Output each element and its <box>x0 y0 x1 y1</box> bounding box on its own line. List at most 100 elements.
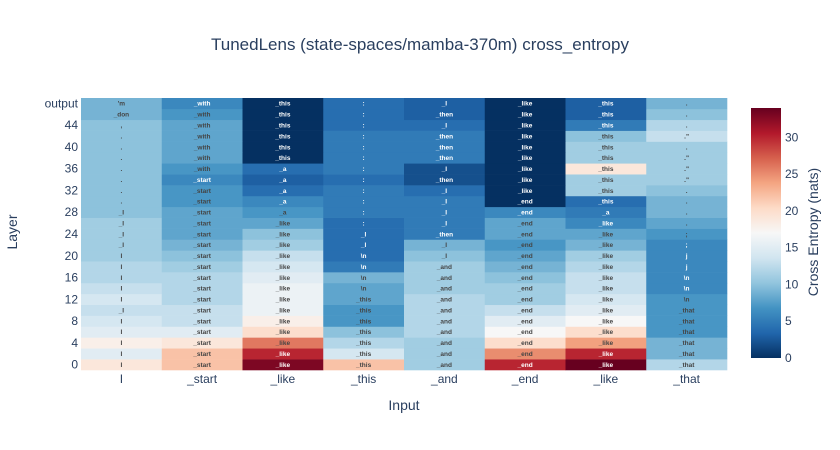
colorbar-tick-label: 30 <box>785 130 799 144</box>
heatmap-cell <box>404 130 486 142</box>
cell-label: _this <box>274 112 291 119</box>
heatmap-cell <box>242 119 324 131</box>
heatmap-cell <box>323 195 405 208</box>
cell-label: I <box>120 253 122 260</box>
heatmap-cell <box>484 272 566 284</box>
x-tick-label: _this <box>350 372 376 386</box>
heatmap-cell <box>646 152 728 164</box>
cell-label: _this <box>597 155 614 162</box>
cell-label: _like <box>598 253 614 260</box>
cell-label: _this <box>355 362 372 369</box>
cell-label: _start <box>192 231 212 238</box>
cell-label: _like <box>275 362 291 369</box>
heatmap-cell <box>565 228 647 240</box>
cell-label: _end <box>517 286 533 293</box>
cell-label: \n <box>684 286 690 293</box>
cell-label: _like <box>517 133 533 140</box>
cell-label: _a <box>278 177 287 184</box>
cell-label: : <box>363 220 365 227</box>
heatmap-cell <box>404 326 486 338</box>
cell-label: . <box>686 210 688 217</box>
cell-label: _like <box>598 275 614 282</box>
y-tick-label: output <box>45 96 79 110</box>
heatmap-cell <box>81 228 163 240</box>
colorbar-tick-label: 0 <box>785 351 792 365</box>
cell-label: I <box>120 329 122 336</box>
heatmap-cell <box>242 315 324 327</box>
x-tick-label: _like <box>593 372 619 386</box>
heatmap-cell <box>323 163 405 175</box>
x-tick-label: _start <box>186 372 218 386</box>
cell-label: : <box>363 144 365 151</box>
heatmap-cell <box>323 228 405 240</box>
heatmap-cell <box>161 195 243 208</box>
cell-label: _end <box>517 340 533 347</box>
cell-label: _this <box>274 144 291 151</box>
y-tick-label: 24 <box>65 227 79 241</box>
heatmap-cell <box>242 293 324 306</box>
heatmap-cell <box>161 206 243 218</box>
heatmap-cell <box>242 250 324 262</box>
cell-label: _end <box>517 220 533 227</box>
cell-label: j <box>685 253 688 260</box>
cell-label: _like <box>517 188 533 195</box>
cell-label: : <box>363 199 365 206</box>
heatmap-cell <box>323 206 405 218</box>
heatmap-cell <box>484 293 566 306</box>
cell-label: . <box>120 133 122 140</box>
cell-label: _and <box>436 351 452 358</box>
heatmap-cell <box>646 163 728 175</box>
cell-label: _start <box>192 220 212 227</box>
heatmap-cell <box>323 108 405 121</box>
cell-label: _end <box>517 329 533 336</box>
heatmap-cell <box>565 174 647 186</box>
heatmap-cell <box>161 152 243 164</box>
cell-label: _this <box>355 351 372 358</box>
heatmap-cell <box>161 163 243 175</box>
heatmap-cell <box>81 239 163 251</box>
cell-label: _this <box>355 297 372 304</box>
heatmap-cell <box>565 152 647 164</box>
cell-label: _I <box>441 210 448 217</box>
heatmap-cell <box>81 293 163 306</box>
heatmap-cell <box>565 272 647 284</box>
cell-label: . <box>120 188 122 195</box>
cell-label: I <box>120 286 122 293</box>
heatmap-cell <box>323 348 405 360</box>
heatmap-cell <box>565 304 647 316</box>
heatmap-cell <box>404 108 486 121</box>
cell-label: _and <box>436 286 452 293</box>
cell-label: _end <box>517 231 533 238</box>
cell-label: _and <box>436 362 452 369</box>
heatmap-cell <box>484 261 566 273</box>
cell-label: _then <box>435 155 453 162</box>
cell-label: _like <box>275 286 291 293</box>
x-tick-label: _that <box>672 372 700 386</box>
heatmap-cell <box>81 326 163 338</box>
colorbar-tick-label: 5 <box>785 314 792 328</box>
heatmap-cell <box>81 359 163 371</box>
cell-label: _with <box>193 166 211 173</box>
cell-label: _I <box>441 166 448 173</box>
x-tick-label: _like <box>270 372 296 386</box>
heatmap-cell <box>404 348 486 360</box>
cell-label: _end <box>517 242 533 249</box>
cell-label: . <box>686 188 688 195</box>
heatmap-cell <box>242 130 324 142</box>
cell-label: _I <box>441 253 448 260</box>
heatmap-cell <box>565 261 647 273</box>
heatmap-cell <box>161 261 243 273</box>
heatmap-cell <box>484 228 566 240</box>
cell-label: . <box>120 144 122 151</box>
heatmap-cell <box>242 239 324 251</box>
y-tick-label: 16 <box>65 271 79 285</box>
y-tick-label: 12 <box>65 292 79 306</box>
cell-label: _start <box>192 329 212 336</box>
x-tick-label: _and <box>430 372 458 386</box>
heatmap-cell <box>565 130 647 142</box>
heatmap-cell <box>646 217 728 229</box>
cell-label: _like <box>275 329 291 336</box>
heatmap-cell <box>81 119 163 131</box>
cell-label: _like <box>598 242 614 249</box>
heatmap-cell <box>81 185 163 197</box>
